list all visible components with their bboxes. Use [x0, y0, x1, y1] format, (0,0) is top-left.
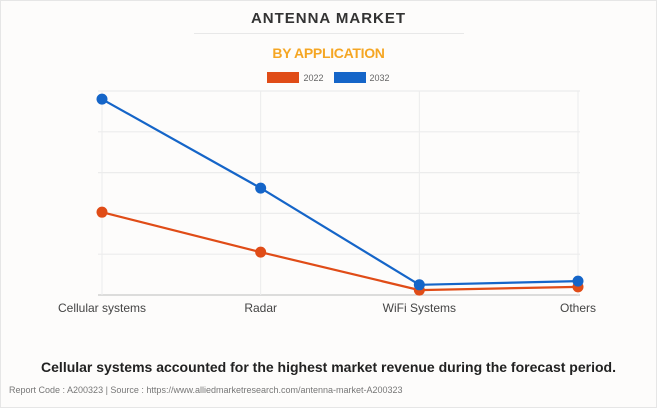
insight-text: Cellular systems accounted for the highe… [41, 359, 616, 375]
legend-item-2032[interactable]: 2032 [333, 72, 390, 83]
legend: 2022 2032 [0, 72, 657, 83]
data-point-2032[interactable] [255, 182, 267, 194]
x-tick-label: Cellular systems [58, 301, 146, 315]
data-point-2032[interactable] [96, 93, 108, 105]
x-tick-label: Radar [244, 301, 277, 315]
legend-label-2022: 2022 [303, 72, 324, 83]
legend-item-2022[interactable]: 2022 [267, 72, 324, 83]
legend-swatch-2032 [333, 72, 366, 83]
source-footer: Report Code : A200323 | Source : https:/… [9, 385, 403, 395]
x-tick-label: Others [560, 301, 596, 315]
data-point-2032[interactable] [572, 275, 584, 287]
legend-label-2032: 2032 [369, 72, 390, 83]
series-line-2032 [101, 98, 579, 286]
chart-subtitle: BY APPLICATION [272, 45, 385, 61]
data-point-2032[interactable] [413, 279, 425, 291]
chart-title: ANTENNA MARKET [250, 10, 407, 27]
data-point-2022[interactable] [255, 246, 267, 258]
series-line-2022 [101, 211, 579, 292]
data-point-2022[interactable] [96, 206, 108, 218]
title-divider [194, 33, 464, 34]
x-tick-label: WiFi Systems [383, 301, 456, 315]
legend-swatch-2022 [267, 72, 300, 83]
